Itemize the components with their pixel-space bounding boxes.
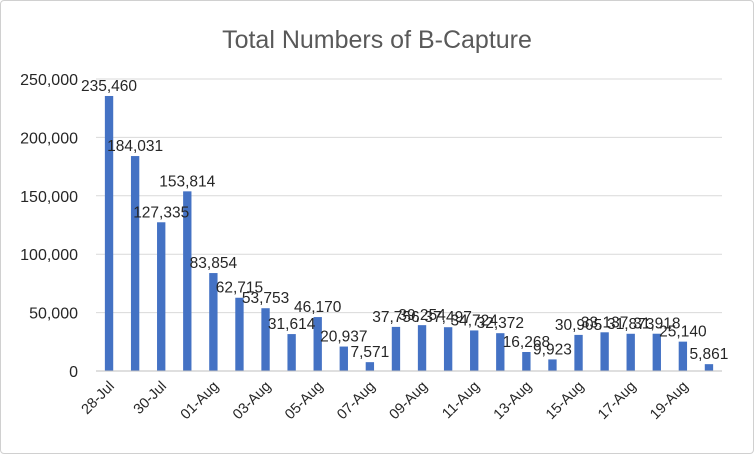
data-label: 34,724 [450,312,498,329]
x-tick-label: 07-Aug [334,379,378,423]
data-label: 30,905 [555,317,602,334]
y-tick-label: 200,000 [20,130,78,147]
data-label: 5,861 [690,346,729,363]
gridlines [96,78,722,314]
bar [209,273,218,371]
y-tick-label: 100,000 [20,247,78,264]
bar [365,362,375,371]
data-label: 184,031 [107,138,163,155]
data-label: 37,497 [424,309,471,326]
bar [600,332,609,371]
bar [339,346,348,371]
x-tick-label: 30-Jul [131,379,170,418]
bar [313,317,322,371]
bar [522,351,531,371]
x-tick-label: 03-Aug [230,379,274,423]
x-tick-label: 15-Aug [543,379,587,423]
x-tick-label: 13-Aug [491,379,535,423]
data-label: 20,937 [320,329,367,346]
bar [443,327,453,371]
bar [104,95,114,371]
bar [548,359,557,371]
bar [626,333,635,371]
bar [235,297,244,371]
data-label: 32,372 [477,315,524,332]
data-label: 153,814 [159,173,215,190]
x-tick-label: 09-Aug [386,379,430,423]
x-tick-label: 28-Jul [79,379,118,418]
bar [183,191,192,371]
bar [130,156,140,371]
bar [678,341,688,371]
data-label: 235,460 [81,78,137,95]
data-label: 53,753 [242,290,289,307]
data-label: 46,170 [294,299,342,316]
bar [574,334,583,371]
y-tick-label: 250,000 [20,72,78,89]
data-label: 25,140 [659,324,707,341]
data-labels: 235,460 184,031 127,335 153,814 83,854 62,715… [81,78,728,363]
x-tick-label: 05-Aug [282,379,326,423]
data-label: 31,614 [268,316,316,333]
data-label: 33,137 [581,314,628,331]
bar [157,222,166,371]
bars [104,95,714,371]
x-tick-label: 19-Aug [647,379,691,423]
data-label: 7,571 [350,344,389,361]
x-tick-label: 11-Aug [439,379,483,423]
bar [496,333,505,371]
bar [652,333,661,371]
y-tick-label: 0 [69,364,78,381]
chart-title: Total Numbers of B-Capture [222,26,532,54]
data-label: 31,918 [633,316,680,333]
bar [391,326,401,371]
x-tick-label: 17-Aug [595,379,639,423]
bar [417,325,427,371]
y-tick-label: 150,000 [20,189,78,206]
bar [261,308,270,371]
x-tick-labels: 28-Jul 30-Jul 01-Aug 03-Aug 05-Aug 07-Aug 09-A… [79,379,692,423]
data-label: 31,873 [607,316,654,333]
bar [704,364,714,371]
bar [470,330,479,371]
bar [287,334,296,371]
data-label: 9,923 [533,341,572,358]
x-tick-label: 01-Aug [178,379,222,423]
data-label: 16,268 [503,334,550,351]
data-label: 127,335 [133,204,189,221]
data-label: 37,756 [372,309,419,326]
data-label: 39,254 [398,307,446,324]
y-tick-label: 50,000 [29,306,78,323]
data-label: 62,715 [216,280,263,297]
data-label: 83,854 [190,255,238,272]
y-tick-labels: 0 50,000 100,000 150,000 200,000 250,000 [20,72,78,381]
